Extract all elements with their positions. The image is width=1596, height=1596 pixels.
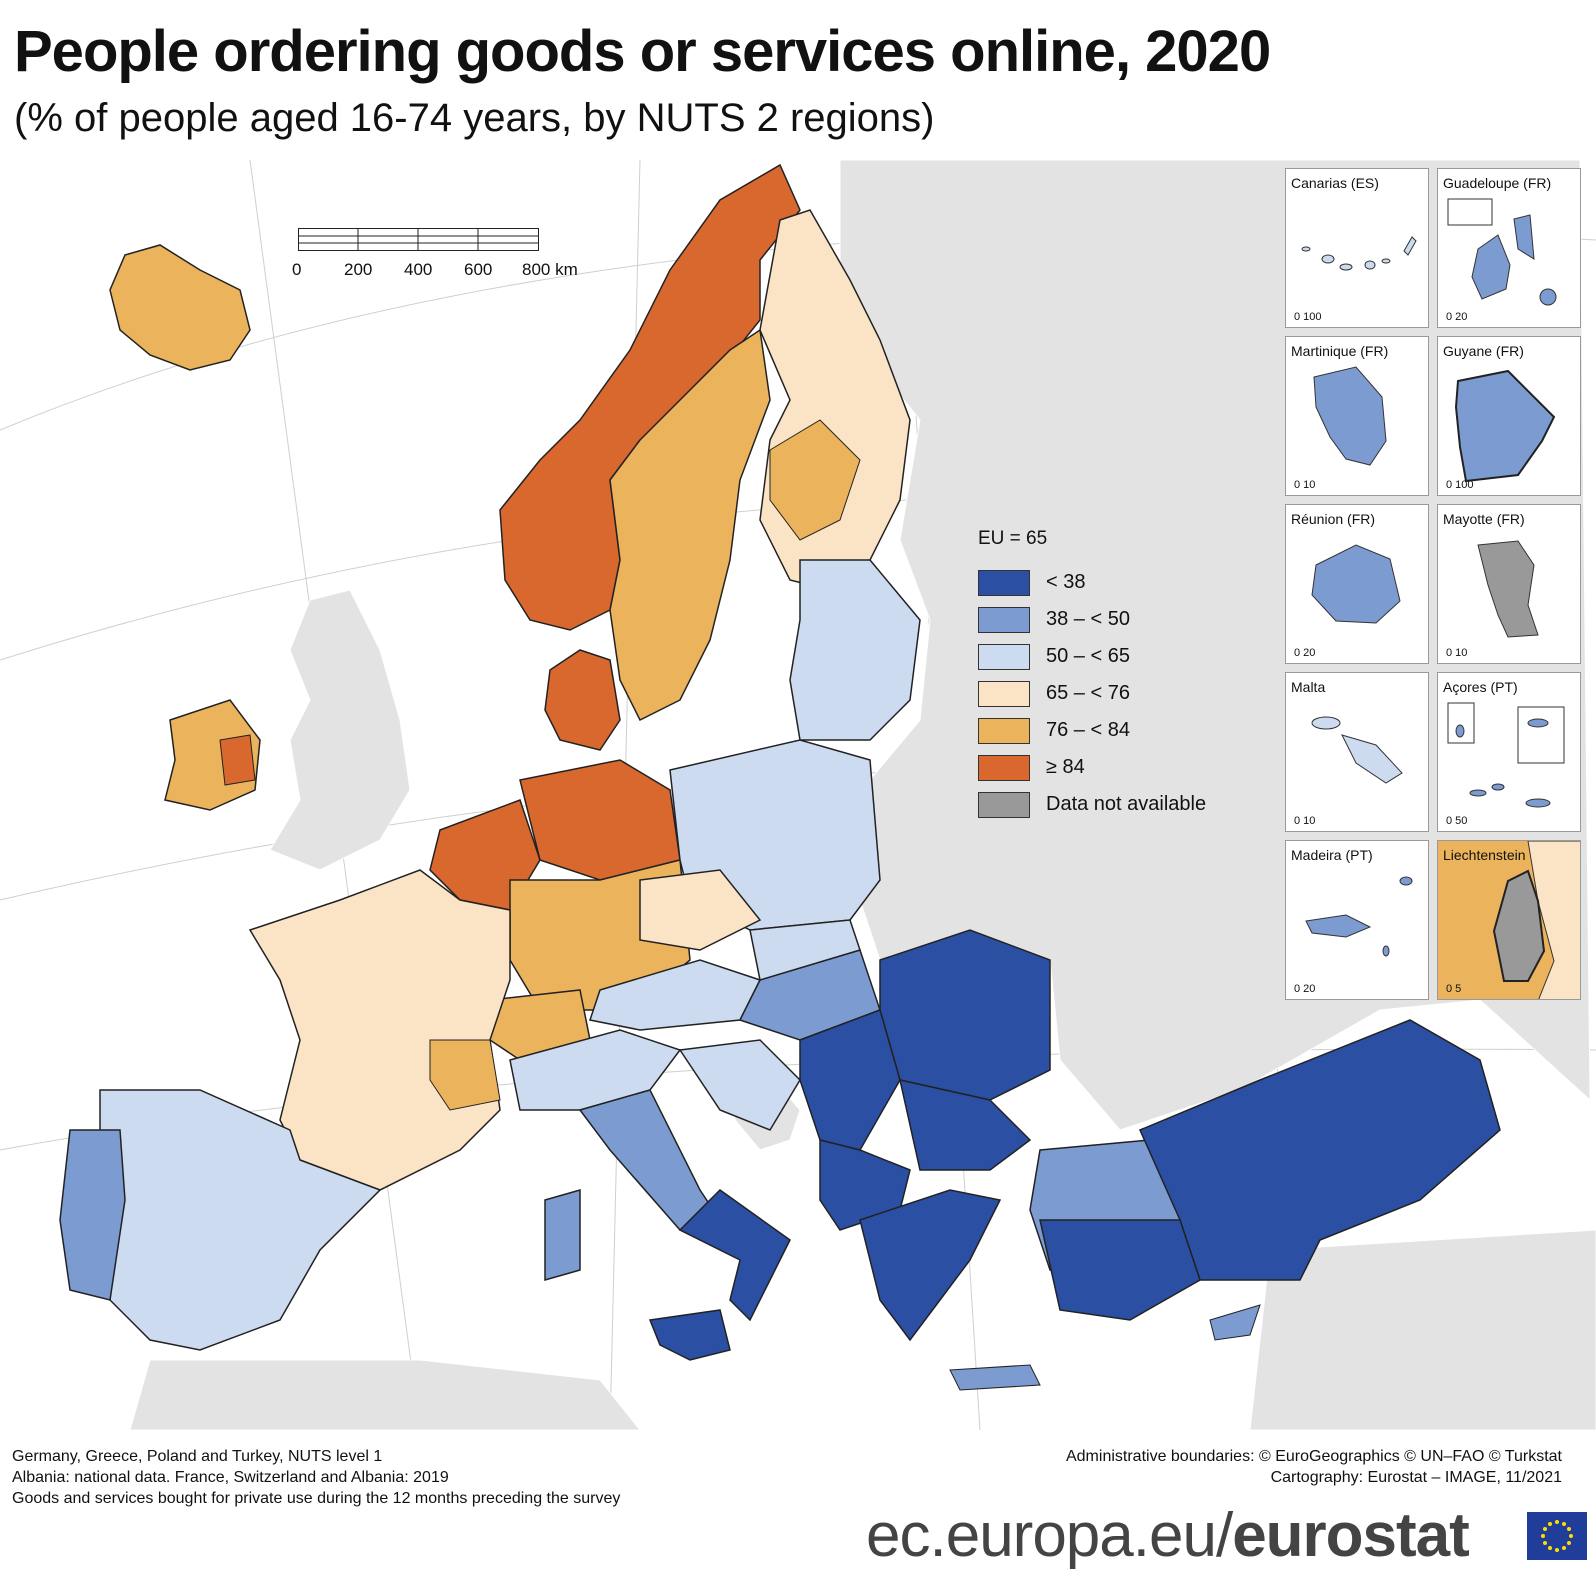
legend-item: 65 – < 76 bbox=[978, 675, 1206, 712]
footnote: Albania: national data. France, Switzerl… bbox=[12, 1469, 449, 1486]
map-subtitle: (% of people aged 16-74 years, by NUTS 2… bbox=[14, 96, 935, 140]
inset-title: Açores (PT) bbox=[1443, 679, 1518, 695]
region-italy-south bbox=[678, 1189, 791, 1322]
inset-scale: 0 10 bbox=[1294, 815, 1316, 827]
legend-item: Data not available bbox=[978, 786, 1206, 823]
legend-item: < 38 bbox=[978, 564, 1206, 601]
inset-acores: Açores (PT) 0 50 bbox=[1437, 672, 1581, 832]
inset-canarias: Canarias (ES) 0 100 bbox=[1285, 168, 1429, 328]
region-finland-south bbox=[769, 419, 861, 541]
eurostat-brand[interactable]: ec.europa.eu/eurostat bbox=[866, 1500, 1470, 1571]
inset-reunion: Réunion (FR) 0 20 bbox=[1285, 504, 1429, 664]
credit-line: Cartography: Eurostat – IMAGE, 11/2021 bbox=[1270, 1469, 1562, 1486]
brand-domain: ec.europa.eu/ bbox=[866, 1501, 1233, 1570]
inset-title: Martinique (FR) bbox=[1291, 343, 1389, 359]
region-crete bbox=[949, 1364, 1041, 1391]
legend-swatch bbox=[978, 754, 1030, 781]
credit-line: Administrative boundaries: © EuroGeograp… bbox=[1065, 1448, 1562, 1465]
inset-title: Réunion (FR) bbox=[1291, 511, 1376, 527]
inset-title: Liechtenstein bbox=[1443, 847, 1526, 863]
region-italy-centre bbox=[578, 1089, 722, 1231]
region-turkey-south bbox=[1039, 1219, 1201, 1321]
scale-bar: 0 200 400 600 800 km bbox=[292, 228, 578, 279]
map-title: People ordering goods or services online… bbox=[14, 19, 1271, 84]
brand-name: eurostat bbox=[1232, 1501, 1470, 1570]
scale-label: 400 bbox=[404, 260, 433, 279]
region-romania bbox=[879, 929, 1051, 1101]
scale-bar-graphic bbox=[298, 228, 539, 251]
region-czechia bbox=[639, 869, 762, 951]
scale-label: 200 bbox=[344, 260, 373, 279]
region-sicily bbox=[648, 1309, 731, 1361]
inset-title: Mayotte (FR) bbox=[1443, 511, 1525, 527]
region-baltics bbox=[789, 559, 921, 741]
eu-flag-icon bbox=[1527, 1512, 1587, 1560]
map-legend: EU = 65 < 38 38 – < 50 50 – < 65 65 – < … bbox=[978, 528, 1206, 823]
inset-madeira: Madeira (PT) 0 20 bbox=[1285, 840, 1429, 1000]
region-france-rhone bbox=[429, 1039, 501, 1111]
inset-guadeloupe: Guadeloupe (FR) 0 20 bbox=[1437, 168, 1581, 328]
inset-scale: 0 10 bbox=[1446, 647, 1468, 659]
legend-item: 38 – < 50 bbox=[978, 601, 1206, 638]
legend-title: EU = 65 bbox=[978, 528, 1048, 549]
inset-scale: 0 100 bbox=[1294, 311, 1322, 323]
inset-scale: 0 10 bbox=[1294, 479, 1316, 491]
legend-label: 76 – < 84 bbox=[1046, 719, 1130, 741]
legend-item: 76 – < 84 bbox=[978, 712, 1206, 749]
footnotes: Germany, Greece, Poland and Turkey, NUTS… bbox=[12, 1446, 620, 1509]
inset-scale: 0 20 bbox=[1294, 983, 1316, 995]
legend-label: ≥ 84 bbox=[1046, 756, 1085, 778]
legend-label: 50 – < 65 bbox=[1046, 645, 1130, 667]
scale-label: 600 bbox=[464, 260, 493, 279]
inset-guyane: Guyane (FR) 0 100 bbox=[1437, 336, 1581, 496]
region-cyprus bbox=[1209, 1304, 1261, 1341]
inset-scale: 0 20 bbox=[1294, 647, 1316, 659]
inset-scale: 0 5 bbox=[1446, 983, 1462, 995]
legend-item: 50 – < 65 bbox=[978, 638, 1206, 675]
legend-label: 38 – < 50 bbox=[1046, 608, 1130, 630]
legend-swatch bbox=[978, 643, 1030, 670]
legend-label: Data not available bbox=[1046, 793, 1207, 815]
region-denmark bbox=[544, 649, 621, 751]
legend-item: ≥ 84 bbox=[978, 749, 1206, 786]
legend-swatch bbox=[978, 791, 1030, 818]
legend-swatch bbox=[978, 606, 1030, 633]
region-germany-north bbox=[519, 759, 681, 881]
region-iceland bbox=[109, 244, 251, 371]
region-sweden bbox=[609, 328, 771, 722]
region-croatia bbox=[678, 1039, 801, 1131]
inset-martinique: Martinique (FR) 0 10 bbox=[1285, 336, 1429, 496]
inset-scale: 0 20 bbox=[1446, 311, 1468, 323]
legend-swatch bbox=[978, 569, 1030, 596]
region-ireland-east bbox=[219, 734, 256, 786]
inset-title: Malta bbox=[1291, 679, 1326, 695]
region-slovakia bbox=[749, 919, 861, 981]
legend-swatch bbox=[978, 680, 1030, 707]
legend-label: < 38 bbox=[1046, 571, 1086, 593]
legend-label: 65 – < 76 bbox=[1046, 682, 1130, 704]
region-sardinia bbox=[544, 1189, 581, 1281]
footnote: Germany, Greece, Poland and Turkey, NUTS… bbox=[12, 1448, 383, 1465]
credits: Administrative boundaries: © EuroGeograp… bbox=[1066, 1446, 1562, 1488]
region-bulgaria bbox=[899, 1079, 1032, 1171]
inset-scale: 0 50 bbox=[1446, 815, 1468, 827]
inset-liechtenstein: Liechtenstein 0 5 bbox=[1437, 840, 1581, 1000]
region-greece bbox=[859, 1189, 1002, 1342]
region-portugal bbox=[59, 1129, 126, 1301]
inset-title: Guyane (FR) bbox=[1443, 343, 1524, 359]
scale-label: 800 km bbox=[522, 260, 578, 279]
inset-scale: 0 100 bbox=[1446, 479, 1474, 491]
footnote: Goods and services bought for private us… bbox=[12, 1490, 621, 1507]
region-france bbox=[248, 869, 511, 1191]
legend-swatch bbox=[978, 717, 1030, 744]
inset-mayotte: Mayotte (FR) 0 10 bbox=[1437, 504, 1581, 664]
inset-title: Madeira (PT) bbox=[1291, 847, 1373, 863]
scale-label: 0 bbox=[292, 260, 302, 279]
inset-malta: Malta 0 10 bbox=[1285, 672, 1429, 832]
inset-title: Canarias (ES) bbox=[1291, 175, 1379, 191]
inset-title: Guadeloupe (FR) bbox=[1443, 175, 1552, 191]
